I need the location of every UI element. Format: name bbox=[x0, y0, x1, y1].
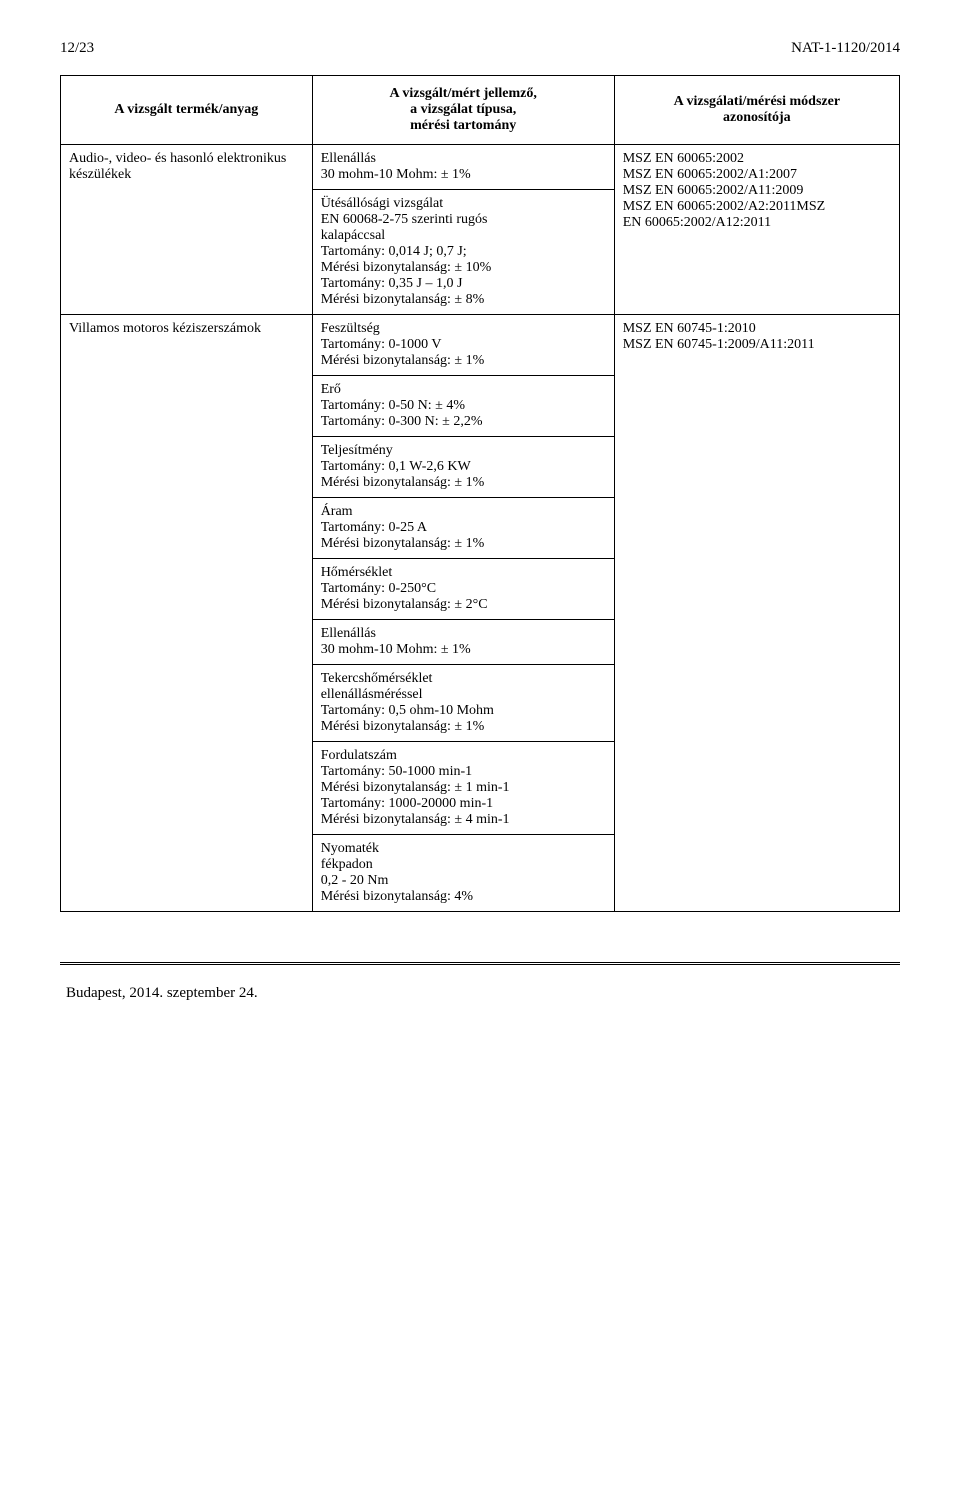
page-header: 12/23 NAT-1-1120/2014 bbox=[60, 40, 900, 57]
header-right: NAT-1-1120/2014 bbox=[791, 40, 900, 57]
cell-product: Villamos motoros kéziszerszámok bbox=[61, 315, 313, 912]
table-row: Villamos motoros kéziszerszámok Feszülts… bbox=[61, 315, 900, 376]
table-row: Audio-, video- és hasonló elektronikus k… bbox=[61, 145, 900, 315]
footer-date: Budapest, 2014. szeptember 24. bbox=[60, 985, 900, 1002]
cell-feature: Ellenállás 30 mohm-10 Mohm: ± 1% Ütésáll… bbox=[312, 145, 614, 315]
cell-method: MSZ EN 60065:2002 MSZ EN 60065:2002/A1:2… bbox=[614, 145, 899, 315]
cell-feature: Fordulatszám Tartomány: 50-1000 min-1 Mé… bbox=[312, 742, 614, 835]
cell-feature: Feszültség Tartomány: 0-1000 V Mérési bi… bbox=[312, 315, 614, 376]
cell-feature: Nyomaték fékpadon 0,2 - 20 Nm Mérési biz… bbox=[312, 835, 614, 912]
col-header-feature: A vizsgált/mért jellemző, a vizsgálat tí… bbox=[312, 76, 614, 145]
table-header-row: A vizsgált termék/anyag A vizsgált/mért … bbox=[61, 76, 900, 145]
cell-feature: Hőmérséklet Tartomány: 0-250°C Mérési bi… bbox=[312, 559, 614, 620]
header-left: 12/23 bbox=[60, 40, 94, 57]
cell-feature: Teljesítmény Tartomány: 0,1 W-2,6 KW Mér… bbox=[312, 437, 614, 498]
cell-method: MSZ EN 60745-1:2010 MSZ EN 60745-1:2009/… bbox=[614, 315, 899, 912]
cell-feature: Áram Tartomány: 0-25 A Mérési bizonytala… bbox=[312, 498, 614, 559]
col-header-method: A vizsgálati/mérési módszer azonosítója bbox=[614, 76, 899, 145]
cell-feature: Erő Tartomány: 0-50 N: ± 4% Tartomány: 0… bbox=[312, 376, 614, 437]
cell-feature: Ellenállás 30 mohm-10 Mohm: ± 1% bbox=[312, 620, 614, 665]
cell-product: Audio-, video- és hasonló elektronikus k… bbox=[61, 145, 313, 315]
cell-feature: Tekercshőmérséklet ellenállásméréssel Ta… bbox=[312, 665, 614, 742]
col-header-product: A vizsgált termék/anyag bbox=[61, 76, 313, 145]
data-table: A vizsgált termék/anyag A vizsgált/mért … bbox=[60, 75, 900, 912]
footer-separator bbox=[60, 962, 900, 965]
